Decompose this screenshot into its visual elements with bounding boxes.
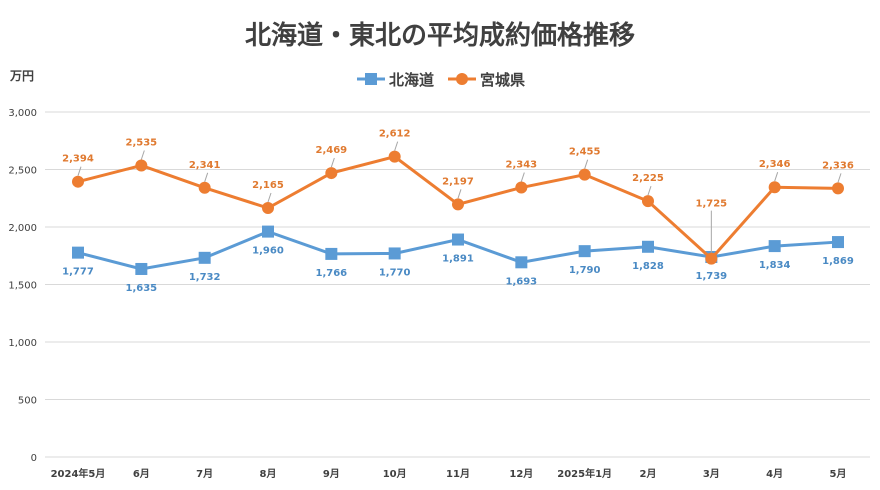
x-tick-label: 5月 — [830, 468, 847, 480]
x-tick-label: 11月 — [446, 468, 470, 480]
y-tick-label: 1,500 — [8, 281, 37, 292]
chart-title: 北海道・東北の平均成約価格推移 — [245, 20, 635, 51]
data-point-miyagi — [705, 252, 718, 265]
y-axis-unit-label: 万円 — [9, 69, 34, 83]
leader-line — [457, 189, 462, 199]
legend-label-hokkaido: 北海道 — [389, 71, 434, 89]
data-label-hokkaido: 1,739 — [696, 271, 728, 282]
data-point-hokkaido — [578, 245, 591, 258]
data-label-hokkaido: 1,770 — [379, 267, 411, 278]
x-tick-label: 9月 — [323, 468, 340, 480]
data-label-hokkaido: 1,777 — [62, 267, 94, 278]
data-point-hokkaido — [832, 236, 844, 249]
y-tick-label: 2,000 — [8, 223, 37, 234]
gridlines — [45, 111, 870, 458]
y-axis: 0 500 1,000 1,500 2,000 2,500 3,000 — [8, 108, 37, 464]
data-point-miyagi — [832, 182, 844, 195]
data-label-miyagi: 2,343 — [506, 160, 538, 171]
data-label-hokkaido: 1,828 — [632, 261, 664, 272]
legend-label-miyagi: 宮城県 — [480, 71, 525, 89]
data-label-miyagi: 2,165 — [252, 180, 284, 191]
data-label-miyagi: 2,225 — [632, 173, 664, 184]
data-label-miyagi: 2,346 — [759, 159, 791, 170]
data-point-hokkaido — [388, 247, 401, 260]
data-label-miyagi: 2,197 — [442, 176, 474, 187]
leader-line — [267, 192, 272, 203]
legend-marker-miyagi — [456, 73, 468, 85]
data-label-miyagi: 2,394 — [62, 154, 94, 165]
legend-marker-hokkaido — [365, 73, 377, 85]
data-label-hokkaido: 1,693 — [506, 276, 538, 287]
x-tick-label: 10月 — [383, 468, 407, 480]
y-tick-label: 2,500 — [8, 166, 37, 177]
data-label-miyagi: 2,535 — [126, 137, 158, 148]
x-tick-label: 7月 — [196, 468, 213, 480]
data-labels: 1,777 1,635 1,732 1,960 1,766 1,770 1,891 1,693… — [62, 129, 854, 294]
legend-item-hokkaido: 北海道 — [357, 71, 434, 89]
data-label-hokkaido: 1,834 — [759, 260, 791, 271]
leader-line — [77, 166, 82, 176]
data-point-hokkaido — [642, 240, 654, 253]
x-tick-label: 6月 — [133, 468, 150, 480]
data-label-hokkaido: 1,635 — [126, 283, 158, 294]
data-point-hokkaido — [198, 251, 211, 264]
y-tick-label: 3,000 — [8, 108, 37, 119]
data-label-miyagi: 2,469 — [316, 145, 348, 156]
y-tick-label: 1,000 — [8, 338, 37, 349]
x-tick-label: 8月 — [260, 468, 277, 480]
data-point-miyagi — [72, 175, 84, 188]
x-tick-label: 2025年1月 — [557, 467, 612, 480]
data-point-hokkaido — [135, 262, 148, 275]
leader-line — [394, 141, 399, 151]
x-tick-label: 2024年5月 — [51, 467, 106, 480]
data-point-hokkaido — [768, 240, 781, 253]
data-point-hokkaido — [452, 233, 464, 246]
data-label-hokkaido: 1,891 — [442, 254, 474, 265]
data-label-hokkaido: 1,766 — [316, 268, 348, 279]
series — [72, 150, 844, 275]
data-point-miyagi — [262, 202, 274, 215]
x-tick-label: 2月 — [640, 468, 657, 480]
leader-line — [140, 150, 145, 160]
data-label-hokkaido: 1,869 — [822, 256, 854, 267]
x-axis: 2024年5月 6月 7月 8月 9月 10月 11月 12月 2025年1月 2月 3月 4月 5月 — [51, 467, 847, 480]
legend-item-miyagi: 宮城県 — [448, 71, 525, 89]
data-point-hokkaido — [72, 246, 84, 259]
leader-line — [647, 185, 652, 196]
data-label-miyagi: 2,612 — [379, 129, 411, 140]
data-point-miyagi — [325, 167, 338, 180]
leader-line — [584, 159, 589, 169]
x-tick-label: 4月 — [766, 468, 783, 480]
data-point-miyagi — [642, 195, 654, 208]
data-point-hokkaido — [515, 256, 528, 269]
data-label-hokkaido: 1,960 — [252, 246, 284, 257]
legend: 北海道 宮城県 — [357, 71, 525, 89]
leader-line — [774, 172, 779, 182]
data-label-miyagi: 2,341 — [189, 160, 221, 171]
y-tick-label: 0 — [31, 453, 37, 464]
data-point-miyagi — [135, 159, 148, 172]
data-label-miyagi: 2,336 — [822, 160, 854, 171]
x-tick-label: 3月 — [703, 468, 720, 480]
data-label-hokkaido: 1,732 — [189, 272, 221, 283]
data-label-miyagi: 2,455 — [569, 147, 601, 158]
leader-line — [837, 173, 842, 183]
data-point-miyagi — [515, 181, 528, 194]
data-label-miyagi: 1,725 — [696, 199, 728, 210]
data-point-miyagi — [388, 150, 401, 163]
leader-line — [204, 172, 209, 182]
data-label-hokkaido: 1,790 — [569, 265, 601, 276]
data-point-hokkaido — [262, 225, 274, 238]
leader-line — [520, 172, 525, 182]
x-tick-label: 12月 — [509, 468, 533, 480]
data-point-miyagi — [452, 198, 464, 211]
y-tick-label: 500 — [18, 396, 37, 407]
data-point-miyagi — [768, 181, 781, 194]
data-point-miyagi — [198, 181, 211, 194]
data-point-hokkaido — [325, 247, 338, 260]
leader-line — [330, 157, 335, 168]
data-point-miyagi — [578, 168, 591, 181]
